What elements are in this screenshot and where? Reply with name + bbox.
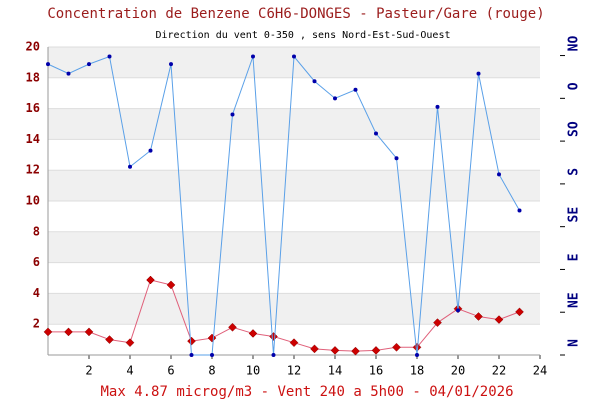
y-tick-label: 10 bbox=[26, 194, 40, 208]
y-tick-label: 20 bbox=[26, 40, 40, 54]
point bbox=[476, 71, 481, 76]
y2-tick-label: SO bbox=[567, 121, 582, 137]
point bbox=[497, 172, 501, 177]
point bbox=[330, 346, 340, 355]
grid-band bbox=[48, 108, 540, 140]
point bbox=[169, 62, 173, 67]
point bbox=[515, 307, 524, 317]
point bbox=[494, 315, 504, 324]
point bbox=[187, 336, 196, 346]
x-tick-label: 18 bbox=[410, 364, 424, 378]
y2-tick-label: O bbox=[567, 82, 582, 90]
y-tick-label: 18 bbox=[26, 70, 40, 84]
point bbox=[87, 62, 91, 67]
x-tick-label: 24 bbox=[533, 364, 547, 378]
point bbox=[230, 112, 235, 117]
point bbox=[251, 54, 255, 59]
point bbox=[433, 318, 442, 328]
point bbox=[310, 344, 319, 354]
point bbox=[312, 79, 317, 84]
point bbox=[107, 54, 112, 59]
point bbox=[148, 148, 153, 153]
point bbox=[394, 156, 399, 161]
point bbox=[292, 54, 296, 59]
point bbox=[210, 353, 214, 357]
y-tick-label: 4 bbox=[33, 286, 40, 300]
chart-title: Concentration de Benzene C6H6-DONGES - P… bbox=[47, 6, 544, 22]
y2-tick-label: E bbox=[567, 254, 582, 262]
point bbox=[46, 62, 50, 67]
point bbox=[66, 71, 71, 76]
grid-band bbox=[48, 231, 540, 263]
point bbox=[269, 332, 278, 341]
point bbox=[64, 327, 73, 337]
x-tick-label: 20 bbox=[451, 364, 465, 378]
y-tick-label: 16 bbox=[26, 101, 40, 115]
x-tick-label: 8 bbox=[208, 364, 215, 378]
x-tick-label: 2 bbox=[85, 364, 92, 378]
point bbox=[228, 322, 237, 332]
point bbox=[125, 338, 135, 348]
point bbox=[166, 280, 176, 290]
y2-tick-label: N bbox=[567, 339, 582, 347]
point bbox=[517, 208, 522, 213]
x-tick-label: 10 bbox=[246, 364, 260, 378]
point bbox=[333, 96, 337, 101]
y2-tick-label: SE bbox=[567, 207, 582, 223]
point bbox=[456, 308, 460, 313]
x-tick-label: 22 bbox=[492, 364, 506, 378]
y2-tick-label: NO bbox=[567, 36, 582, 52]
point bbox=[374, 131, 378, 136]
y-tick-label: 8 bbox=[33, 224, 40, 238]
point bbox=[248, 329, 258, 338]
point bbox=[207, 333, 217, 343]
point bbox=[84, 327, 94, 337]
grid-band bbox=[48, 170, 540, 201]
point bbox=[415, 353, 419, 357]
point bbox=[128, 164, 132, 169]
point bbox=[105, 335, 114, 344]
point bbox=[43, 327, 53, 337]
point bbox=[353, 87, 358, 92]
grid-band bbox=[48, 293, 540, 325]
y2-tick-label: S bbox=[567, 168, 582, 176]
point bbox=[474, 312, 483, 321]
point bbox=[392, 342, 401, 352]
x-tick-label: 16 bbox=[369, 364, 383, 378]
point bbox=[371, 346, 381, 355]
y-tick-label: 14 bbox=[26, 132, 40, 146]
x-tick-label: 4 bbox=[126, 364, 133, 378]
point bbox=[146, 275, 155, 285]
point bbox=[435, 104, 440, 109]
y-tick-label: 2 bbox=[33, 317, 40, 331]
chart-footer: Max 4.87 microg/m3 - Vent 240 a 5h00 - 0… bbox=[100, 384, 513, 400]
chart-subtitle: Direction du vent 0-350 , sens Nord-Est-… bbox=[155, 30, 450, 41]
x-tick-label: 14 bbox=[328, 364, 342, 378]
x-tick-label: 12 bbox=[287, 364, 301, 378]
series-line bbox=[47, 55, 520, 356]
point bbox=[189, 353, 194, 357]
y2-tick-label: NE bbox=[567, 292, 582, 308]
point bbox=[351, 346, 360, 356]
y-tick-label: 12 bbox=[26, 163, 40, 177]
point bbox=[289, 338, 299, 348]
x-tick-label: 6 bbox=[167, 364, 174, 378]
y-tick-label: 6 bbox=[33, 255, 40, 269]
point bbox=[271, 353, 276, 357]
